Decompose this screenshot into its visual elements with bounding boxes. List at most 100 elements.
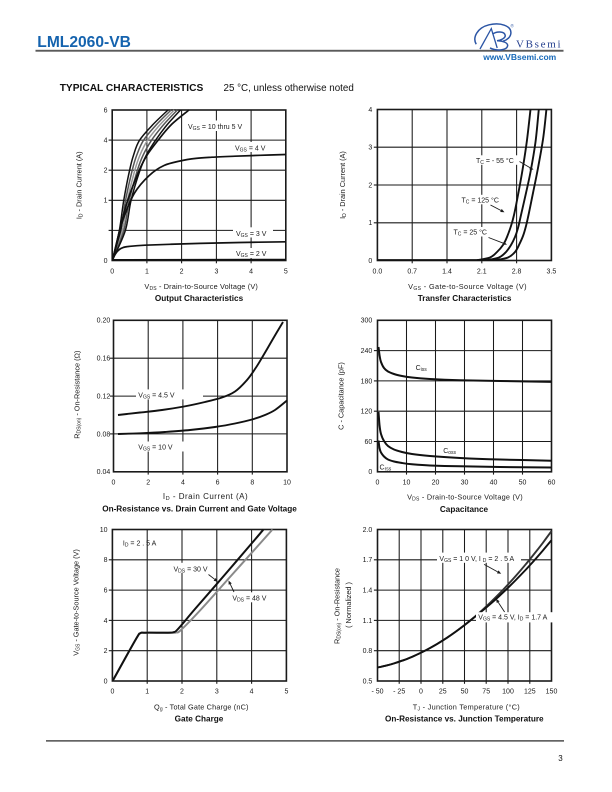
svg-text:1: 1 [145, 268, 149, 275]
svg-text:120: 120 [361, 409, 373, 416]
svg-text:2: 2 [146, 479, 150, 486]
svg-text:180: 180 [361, 378, 373, 385]
svg-text:8: 8 [250, 479, 254, 486]
svg-text:VGS = 3 V: VGS = 3 V [236, 231, 267, 239]
svg-text:RDS(on) - On-Resistance (Ω): RDS(on) - On-Resistance (Ω) [73, 351, 83, 439]
svg-text:Coss: Coss [443, 448, 456, 456]
svg-text:1: 1 [145, 689, 149, 696]
svg-text:125: 125 [524, 689, 536, 696]
svg-text:Crss: Crss [380, 464, 392, 472]
svg-text:0: 0 [376, 479, 380, 486]
svg-text:ID - Drain Current (A): ID - Drain Current (A) [163, 492, 248, 502]
svg-text:60: 60 [548, 479, 556, 486]
svg-text:4: 4 [249, 268, 253, 275]
svg-text:3: 3 [368, 145, 372, 152]
svg-text:5: 5 [284, 689, 288, 696]
svg-text:ID - Drain Current (A): ID - Drain Current (A) [75, 151, 85, 219]
svg-text:4: 4 [104, 138, 108, 145]
svg-text:VGS - Gate-to-Source Voltage (: VGS - Gate-to-Source Voltage (V) [408, 282, 527, 292]
svg-text:4: 4 [181, 479, 185, 486]
svg-text:0.20: 0.20 [97, 318, 111, 325]
svg-text:10: 10 [100, 527, 108, 534]
svg-text:0.5: 0.5 [363, 678, 373, 685]
svg-text:0.12: 0.12 [97, 393, 111, 400]
svg-text:6: 6 [104, 107, 108, 114]
svg-text:0: 0 [419, 689, 423, 696]
svg-text:www.VBsemi.com: www.VBsemi.com [482, 52, 556, 62]
svg-text:1: 1 [104, 198, 108, 205]
svg-text:0: 0 [110, 268, 114, 275]
svg-text:TC = - 55 °C: TC = - 55 °C [476, 157, 514, 166]
svg-text:Gate Charge: Gate Charge [175, 714, 224, 723]
svg-text:2.8: 2.8 [512, 268, 522, 275]
svg-text:VDS = 48 V: VDS = 48 V [232, 596, 266, 604]
svg-text:ID = 2 . 5 A: ID = 2 . 5 A [123, 540, 157, 548]
svg-text:( Normalized ): ( Normalized ) [344, 582, 353, 628]
svg-text:0: 0 [368, 469, 372, 476]
svg-text:- 25: - 25 [393, 689, 405, 696]
svg-text:60: 60 [365, 439, 373, 446]
svg-text:LML2060-VB: LML2060-VB [37, 34, 131, 51]
svg-text:6: 6 [216, 479, 220, 486]
svg-text:- 50: - 50 [371, 689, 383, 696]
svg-text:TC = 125 °C: TC = 125 °C [462, 197, 499, 206]
svg-text:100: 100 [502, 689, 514, 696]
svg-text:1.1: 1.1 [363, 618, 373, 625]
svg-text:C - Capacitance (pF): C - Capacitance (pF) [337, 362, 346, 430]
svg-text:VGS = 2 V: VGS = 2 V [236, 251, 267, 259]
svg-text:1.7: 1.7 [363, 557, 373, 564]
svg-text:3: 3 [558, 754, 563, 763]
svg-text:Ciss: Ciss [416, 365, 428, 373]
svg-text:2: 2 [180, 268, 184, 275]
svg-text:3: 3 [215, 689, 219, 696]
svg-text:10: 10 [403, 479, 411, 486]
svg-text:8: 8 [104, 557, 108, 564]
svg-text:VDS = 30 V: VDS = 30 V [174, 566, 208, 574]
svg-text:Qg - Total Gate Charge (nC): Qg - Total Gate Charge (nC) [154, 703, 249, 713]
svg-text:TC = 25 °C: TC = 25 °C [454, 229, 487, 238]
svg-text:TJ - Junction Temperature (°C): TJ - Junction Temperature (°C) [413, 702, 520, 712]
svg-text:50: 50 [519, 479, 527, 486]
svg-text:RDS(on) - On-Resistance: RDS(on) - On-Resistance [333, 568, 343, 644]
svg-text:0.8: 0.8 [363, 648, 373, 655]
svg-text:240: 240 [361, 348, 373, 355]
svg-text:Output Characteristics: Output Characteristics [155, 294, 244, 303]
svg-text:150: 150 [546, 689, 558, 696]
svg-text:2: 2 [180, 689, 184, 696]
svg-text:2: 2 [368, 182, 372, 189]
svg-text:4: 4 [250, 689, 254, 696]
svg-text:0: 0 [104, 258, 108, 265]
svg-text:10: 10 [283, 479, 291, 486]
svg-text:6: 6 [104, 588, 108, 595]
svg-text:0: 0 [368, 258, 372, 265]
svg-text:4: 4 [368, 107, 372, 114]
svg-text:1: 1 [368, 220, 372, 227]
svg-text:VGS = 1 0 V, I D = 2 . 5 A: VGS = 1 0 V, I D = 2 . 5 A [439, 556, 514, 564]
svg-text:Capacitance: Capacitance [440, 505, 489, 514]
svg-text:2: 2 [104, 168, 108, 175]
svg-text:VGS - Gate-to-Source Voltage (: VGS - Gate-to-Source Voltage (V) [72, 549, 82, 656]
svg-text:VGS = 10 thru 5 V: VGS = 10 thru 5 V [188, 124, 242, 132]
svg-text:0.04: 0.04 [97, 469, 111, 476]
svg-text:1.4: 1.4 [363, 588, 373, 595]
svg-text:40: 40 [490, 479, 498, 486]
svg-text:0.08: 0.08 [97, 431, 111, 438]
svg-text:25 °C, unless otherwise noted: 25 °C, unless otherwise noted [224, 83, 354, 94]
svg-text:VGS = 4.5 V: VGS = 4.5 V [138, 392, 175, 400]
svg-text:0.16: 0.16 [97, 356, 111, 363]
svg-text:0.7: 0.7 [407, 268, 417, 275]
svg-text:0.0: 0.0 [373, 268, 383, 275]
svg-text:Transfer Characteristics: Transfer Characteristics [418, 294, 512, 303]
svg-text:5: 5 [284, 268, 288, 275]
svg-text:3.5: 3.5 [547, 268, 557, 275]
svg-text:VDS - Drain-to-Source Voltage: VDS - Drain-to-Source Voltage (V) [144, 282, 258, 292]
svg-text:VGS = 10 V: VGS = 10 V [138, 445, 173, 453]
svg-text:VDS - Drain-to-Source Voltage: VDS - Drain-to-Source Voltage (V) [407, 493, 523, 503]
svg-text:3: 3 [214, 268, 218, 275]
svg-text:300: 300 [361, 318, 373, 325]
svg-text:2.0: 2.0 [363, 527, 373, 534]
svg-text:2: 2 [104, 648, 108, 655]
svg-text:®: ® [511, 23, 515, 29]
svg-text:25: 25 [439, 689, 447, 696]
svg-text:TYPICAL CHARACTERISTICS: TYPICAL CHARACTERISTICS [60, 83, 204, 94]
